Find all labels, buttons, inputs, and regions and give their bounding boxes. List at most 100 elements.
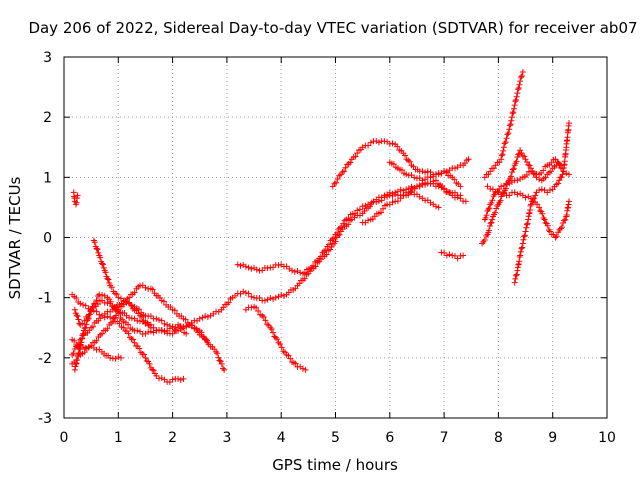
data-point xyxy=(498,156,505,163)
data-point xyxy=(94,246,101,253)
data-point xyxy=(104,275,111,282)
data-point xyxy=(301,269,308,276)
data-point xyxy=(169,376,176,383)
data-point xyxy=(498,152,505,159)
data-point xyxy=(557,225,564,232)
data-point xyxy=(390,161,397,168)
data-point xyxy=(216,357,223,364)
data-point xyxy=(99,260,106,267)
data-marks xyxy=(69,69,572,386)
data-point xyxy=(161,327,168,334)
data-point xyxy=(185,321,192,328)
data-point xyxy=(489,216,496,223)
data-point xyxy=(487,201,494,208)
x-tick-labels: 0 1 2 3 4 5 6 7 8 9 10 xyxy=(60,430,616,446)
data-point xyxy=(514,90,521,97)
data-point xyxy=(558,224,565,231)
data-point xyxy=(432,203,439,210)
data-point xyxy=(373,138,380,145)
data-point xyxy=(149,286,156,293)
data-point xyxy=(248,293,255,300)
data-point xyxy=(153,315,160,322)
data-point xyxy=(310,262,317,269)
data-point xyxy=(107,354,114,361)
data-point xyxy=(529,198,536,205)
data-point xyxy=(342,164,349,171)
data-point xyxy=(198,329,205,336)
series-arc-10 xyxy=(242,303,309,373)
data-point xyxy=(513,271,520,278)
series-arc-04 xyxy=(69,342,125,367)
data-point xyxy=(125,321,132,328)
data-point xyxy=(81,317,88,324)
data-point xyxy=(505,130,512,137)
data-point xyxy=(171,307,178,314)
data-point xyxy=(497,197,504,204)
data-point xyxy=(424,168,431,175)
data-point xyxy=(517,248,524,255)
data-point xyxy=(392,191,399,198)
data-point xyxy=(552,234,559,241)
data-point xyxy=(142,284,149,291)
data-point xyxy=(345,221,352,228)
y-tick-label: -3 xyxy=(38,411,52,427)
data-point xyxy=(523,171,530,178)
data-point xyxy=(508,173,515,180)
data-point xyxy=(378,197,385,204)
data-point xyxy=(123,299,130,306)
data-point xyxy=(359,203,366,210)
data-point xyxy=(515,86,522,93)
data-point xyxy=(93,297,100,304)
data-point xyxy=(345,161,352,168)
data-point xyxy=(73,295,80,302)
y-tick-label: -1 xyxy=(38,291,52,307)
data-point xyxy=(69,351,76,358)
data-point xyxy=(89,304,96,311)
data-point xyxy=(508,114,515,121)
data-point xyxy=(519,69,526,76)
data-point xyxy=(389,140,396,147)
data-point xyxy=(539,210,546,217)
data-point xyxy=(432,177,439,184)
data-point xyxy=(352,210,359,217)
data-point xyxy=(138,313,145,320)
data-point xyxy=(488,199,495,206)
data-point xyxy=(199,314,206,321)
data-point xyxy=(509,166,516,173)
data-point xyxy=(501,140,508,147)
data-point xyxy=(267,295,274,302)
axis-ticks xyxy=(63,56,608,419)
data-point xyxy=(513,272,520,279)
data-point xyxy=(75,316,82,323)
data-point xyxy=(126,294,133,301)
data-point xyxy=(183,330,190,337)
data-point xyxy=(260,313,267,320)
data-point xyxy=(560,219,567,226)
data-point xyxy=(107,314,114,321)
data-point xyxy=(486,205,493,212)
data-point xyxy=(498,191,505,198)
data-point xyxy=(457,183,464,190)
data-point xyxy=(558,174,565,181)
series-arc-05 xyxy=(69,312,187,386)
chart-title: Day 206 of 2022, Sidereal Day-to-day VTE… xyxy=(28,19,637,37)
series-arc-01 xyxy=(70,189,81,208)
series-arc-09 xyxy=(234,189,442,277)
data-point xyxy=(74,195,81,202)
data-point xyxy=(134,327,141,334)
data-point xyxy=(340,220,347,227)
x-tick-label: 7 xyxy=(440,430,449,446)
data-point xyxy=(546,187,553,194)
data-point xyxy=(88,308,95,315)
data-point xyxy=(267,324,274,331)
data-point xyxy=(149,366,156,373)
data-point xyxy=(397,186,404,193)
data-point xyxy=(102,269,109,276)
data-point xyxy=(384,193,391,200)
data-point xyxy=(85,312,92,319)
data-point xyxy=(92,300,99,307)
data-point xyxy=(104,300,111,307)
data-point xyxy=(435,171,442,178)
data-point xyxy=(116,320,123,327)
